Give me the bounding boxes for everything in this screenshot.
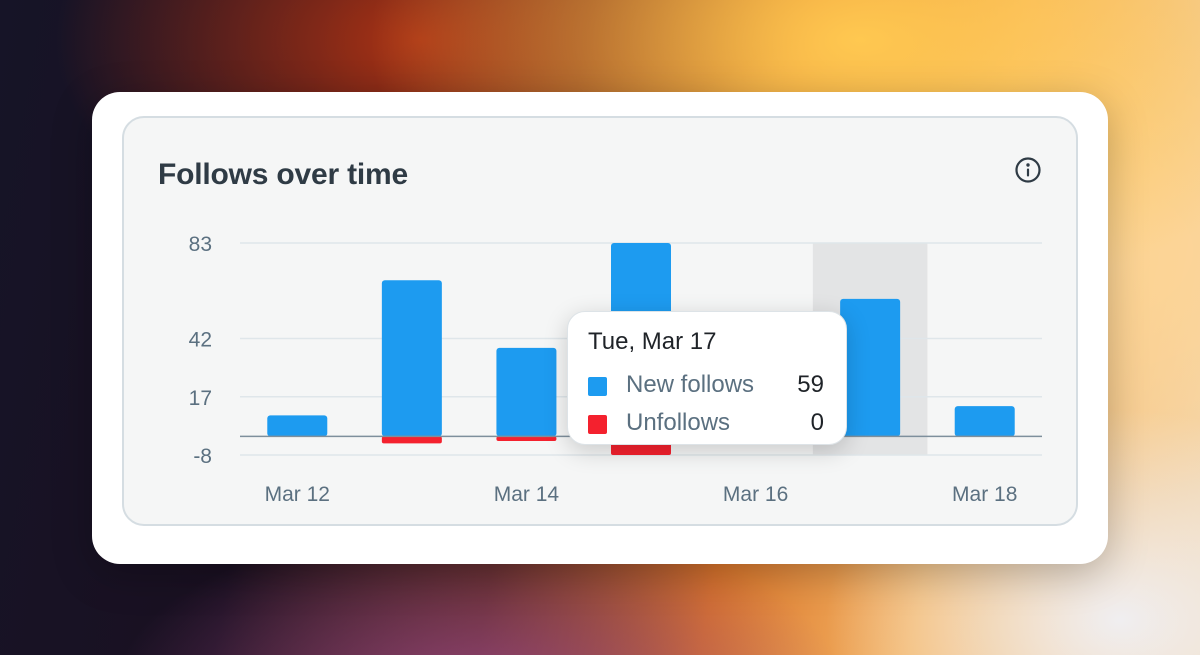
- tooltip-value: 59: [797, 371, 824, 398]
- unfollows-bar: [381, 436, 442, 444]
- chart-tooltip: Tue, Mar 17 New follows 59 Unfollows 0: [567, 311, 847, 445]
- new-follows-swatch: [588, 377, 607, 396]
- y-tick-label: 17: [189, 387, 212, 410]
- tooltip-row-unfollows: Unfollows 0: [588, 408, 828, 438]
- unfollows-swatch: [588, 415, 607, 434]
- unfollows-bar: [496, 436, 557, 442]
- x-tick-label: Mar 14: [494, 483, 560, 506]
- chart-title: Follows over time: [158, 158, 408, 191]
- y-tick-label: 42: [189, 329, 212, 352]
- y-tick-label: -8: [193, 445, 212, 468]
- x-tick-label: Mar 12: [265, 483, 330, 506]
- outer-card: Follows over time 83 42 17 -8 Mar 12 Mar 14 Ma…: [92, 92, 1108, 564]
- tooltip-label: New follows: [626, 371, 755, 398]
- tooltip-row-new-follows: New follows 59: [588, 370, 828, 400]
- follows-chart-card: Follows over time 83 42 17 -8 Mar 12 Mar 14 Ma…: [122, 116, 1078, 526]
- new-follows-bar: [954, 406, 1015, 437]
- x-tick-label: Mar 18: [952, 483, 1017, 506]
- new-follows-bar: [840, 298, 901, 437]
- y-tick-label: 83: [189, 233, 212, 256]
- new-follows-bar: [381, 280, 442, 437]
- new-follows-bar: [267, 415, 328, 437]
- info-circle-icon[interactable]: [1014, 156, 1042, 184]
- new-follows-bar: [496, 347, 557, 437]
- tooltip-value: 0: [810, 409, 824, 436]
- tooltip-date: Tue, Mar 17: [588, 328, 717, 355]
- tooltip-label: Unfollows: [626, 409, 731, 436]
- x-tick-label: Mar 16: [723, 483, 788, 506]
